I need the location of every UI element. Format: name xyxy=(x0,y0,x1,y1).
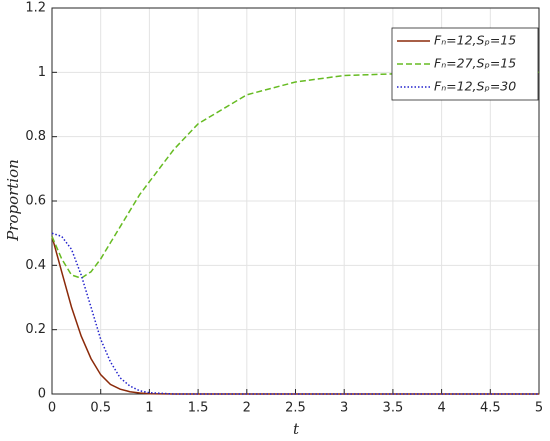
legend-label: Fₙ=12,Sₚ=30 xyxy=(434,79,516,94)
y-tick-label: 1 xyxy=(38,65,46,80)
x-tick-label: 2.5 xyxy=(285,401,306,416)
x-tick-label: 4.5 xyxy=(480,401,501,416)
x-axis-label: t xyxy=(293,420,300,438)
legend-label: Fₙ=27,Sₚ=15 xyxy=(434,56,516,71)
y-tick-label: 0.2 xyxy=(25,322,46,337)
x-tick-label: 0.5 xyxy=(90,401,111,416)
series-line xyxy=(51,236,539,395)
series-line xyxy=(51,71,539,280)
y-tick-label: 0.4 xyxy=(25,258,46,273)
x-tick-label: 1.5 xyxy=(188,401,209,416)
x-tick-label: 1 xyxy=(145,401,153,416)
y-tick-label: 1.2 xyxy=(25,1,46,16)
y-tick-label: 0.8 xyxy=(25,129,46,144)
y-tick-label: 0.6 xyxy=(25,194,46,209)
x-tick-label: 3.5 xyxy=(383,401,404,416)
x-tick-label: 5 xyxy=(535,401,543,416)
y-tick-label: 0 xyxy=(38,387,46,402)
x-tick-label: 0 xyxy=(48,401,56,416)
x-tick-label: 4 xyxy=(437,401,445,416)
x-tick-label: 3 xyxy=(340,401,348,416)
y-axis-label: Proportion xyxy=(4,159,22,242)
x-tick-label: 2 xyxy=(243,401,251,416)
series-line xyxy=(51,232,539,395)
legend-label: Fₙ=12,Sₚ=15 xyxy=(434,33,516,48)
